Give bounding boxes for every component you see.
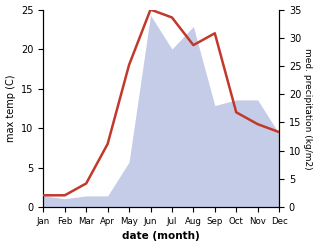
X-axis label: date (month): date (month) [122,231,200,242]
Y-axis label: max temp (C): max temp (C) [5,75,16,142]
Y-axis label: med. precipitation (kg/m2): med. precipitation (kg/m2) [303,48,313,169]
